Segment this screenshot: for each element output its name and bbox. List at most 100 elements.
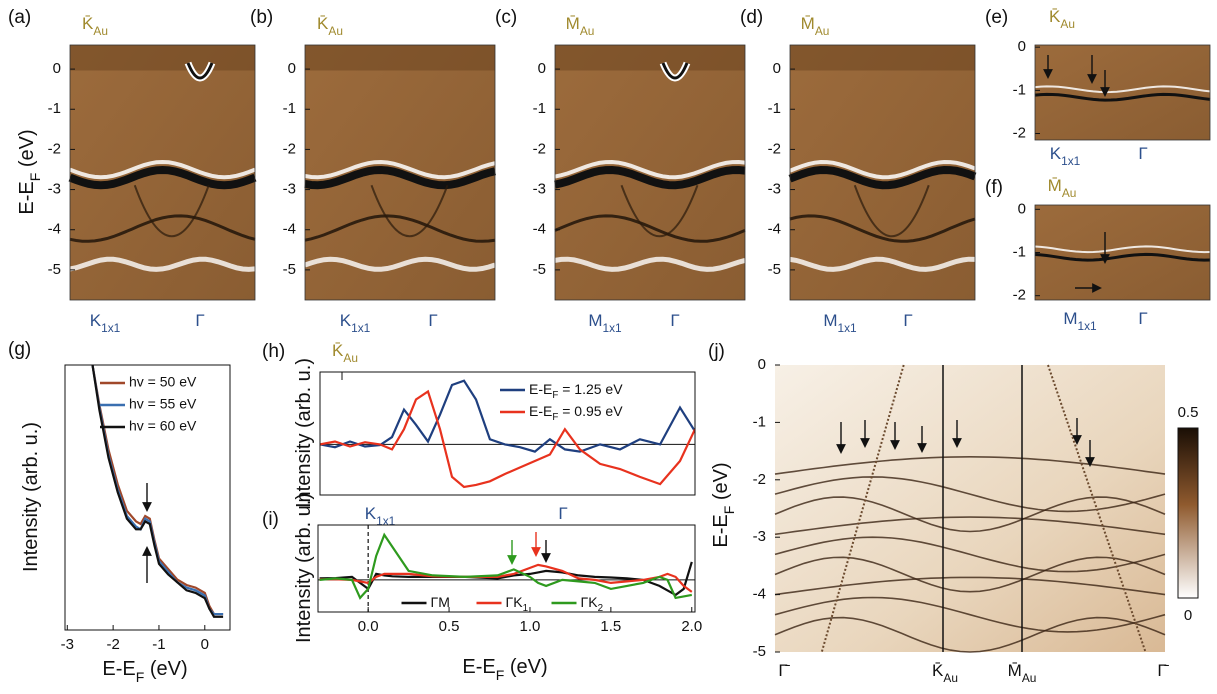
label-part: F <box>721 506 737 515</box>
panel-label: (h) <box>262 341 285 362</box>
frame <box>64 364 231 631</box>
frame <box>1034 44 1211 141</box>
frame <box>554 44 746 301</box>
label-part: Au <box>1022 671 1037 685</box>
label-part: 1 <box>523 603 528 614</box>
panel-label: (f) <box>985 177 1003 198</box>
y-tick-label: -2 <box>48 140 61 157</box>
legend-label: E-EF = 1.25 eV <box>529 381 623 401</box>
label-part: M <box>588 311 602 330</box>
label-part: Au <box>343 351 358 365</box>
y-tick-label: 0 <box>758 356 766 373</box>
label-part: Au <box>943 671 958 685</box>
y-tick-label: 0 <box>1018 200 1026 217</box>
label-part: 1x1 <box>101 321 121 335</box>
k-point-label: Γ <box>903 311 912 330</box>
label-part: K̄ <box>317 14 329 33</box>
label-part: E-E <box>16 181 38 214</box>
label-part: F <box>27 173 43 182</box>
y-tick-label: -3 <box>48 181 61 198</box>
label-part: E-E <box>529 403 552 419</box>
frame <box>304 44 496 301</box>
top-k-label: M̄Au <box>1048 176 1077 200</box>
label-part: (eV) <box>16 129 38 172</box>
panel-label: (j) <box>708 341 725 362</box>
y-tick-label: -5 <box>768 261 781 278</box>
y-tick-label: 0 <box>288 60 296 77</box>
top-k-label: K̄Au <box>317 14 343 38</box>
label-part: M̄ <box>801 14 815 33</box>
x-tick-label: -3 <box>61 636 74 653</box>
label-part: F <box>496 667 505 683</box>
panel-label: (i) <box>262 509 279 530</box>
label-part: K̄ <box>1049 7 1061 26</box>
label-part: K̄ <box>932 661 944 680</box>
series-line <box>319 532 693 600</box>
label-part: Au <box>328 24 343 38</box>
legend-label: ΓK1 <box>506 594 529 614</box>
image-texture <box>555 45 745 71</box>
legend-label: hv = 60 eV <box>129 418 197 434</box>
image-texture <box>774 596 1166 633</box>
label-part: = 0.95 eV <box>558 403 623 419</box>
x-tick-label: 2.0 <box>681 618 702 635</box>
x-tick-label: 1.5 <box>600 618 621 635</box>
label-part: Au <box>815 24 830 38</box>
label-part: Au <box>580 24 595 38</box>
y-tick-label: -3 <box>768 181 781 198</box>
image-texture <box>554 214 746 243</box>
label-part: K̄ <box>82 14 94 33</box>
label-part: Γ̄ <box>1157 661 1169 680</box>
image-texture <box>620 184 699 238</box>
k-point-label: M1x1 <box>1063 309 1097 333</box>
series-line <box>320 389 695 489</box>
image-texture <box>853 184 930 238</box>
colorbar <box>1177 427 1199 599</box>
x-tick-label: -1 <box>152 636 165 653</box>
k-point-label: K̄Au <box>932 661 958 685</box>
y-tick-label: -1 <box>1013 81 1026 98</box>
label-part: Intensity (arb. u.) <box>293 493 315 643</box>
y-axis-title: Intensity (arb. u.) <box>293 358 315 508</box>
label-part: M̄ <box>1048 176 1062 195</box>
image-texture <box>1047 364 1147 653</box>
label-part: M̄ <box>1008 661 1022 680</box>
label-part: Γ <box>1138 144 1147 163</box>
label-part: F <box>136 669 145 685</box>
label-part: K <box>365 504 377 523</box>
image-texture <box>1034 85 1211 94</box>
label-part: E-E <box>529 381 552 397</box>
label-part: Intensity (arb. u.) <box>20 422 42 572</box>
image-texture <box>789 256 976 272</box>
y-tick-label: -3 <box>753 528 766 545</box>
label-part: M <box>1063 309 1077 328</box>
image-texture <box>304 214 496 243</box>
label-part: 1x1 <box>351 321 371 335</box>
label-part: Γ <box>428 311 437 330</box>
y-tick-label: -5 <box>48 261 61 278</box>
label-part: (eV) <box>710 462 732 505</box>
x-tick-label: 0.0 <box>358 618 379 635</box>
top-k-label: K̄Au <box>82 14 108 38</box>
panel-label: (d) <box>740 7 763 28</box>
annotation-arrows <box>142 55 1110 583</box>
label-part: E-E <box>102 658 135 680</box>
panel-label: (b) <box>250 7 273 28</box>
colorbar-tick-label: 0 <box>1184 607 1192 624</box>
y-axis-title: Intensity (arb. u.) <box>20 422 42 572</box>
legend-label: hv = 50 eV <box>129 374 197 390</box>
image-texture <box>774 536 1166 573</box>
y-tick-label: -3 <box>283 181 296 198</box>
image-texture <box>370 184 449 238</box>
y-tick-label: 0 <box>53 60 61 77</box>
y-axis-title: Intensity (arb. u.) <box>293 493 315 643</box>
k-point-label: Γ <box>1138 309 1147 328</box>
series-line <box>319 561 693 597</box>
image-texture <box>789 159 976 180</box>
y-tick-label: -5 <box>753 643 766 660</box>
label-part: K <box>340 311 352 330</box>
image-texture <box>304 165 496 190</box>
y-tick-label: -1 <box>283 100 296 117</box>
y-tick-label: -1 <box>48 100 61 117</box>
y-tick-label: 0 <box>773 60 781 77</box>
